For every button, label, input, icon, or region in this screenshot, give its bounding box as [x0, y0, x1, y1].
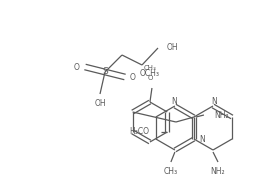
Text: O: O [74, 63, 80, 72]
Text: S: S [102, 67, 108, 76]
Text: O: O [147, 75, 153, 81]
Text: OCH₃: OCH₃ [140, 69, 160, 79]
Text: H₃CO: H₃CO [129, 128, 149, 136]
Text: N: N [199, 135, 205, 144]
Text: NH₂: NH₂ [211, 168, 225, 176]
Text: CH₃: CH₃ [143, 65, 156, 71]
Text: N: N [211, 97, 217, 105]
Text: OH: OH [94, 99, 106, 108]
Text: NH₂: NH₂ [214, 111, 229, 120]
Text: OH: OH [167, 43, 179, 52]
Text: O: O [130, 73, 136, 82]
Text: CH₃: CH₃ [164, 168, 178, 176]
Text: N: N [171, 97, 177, 105]
